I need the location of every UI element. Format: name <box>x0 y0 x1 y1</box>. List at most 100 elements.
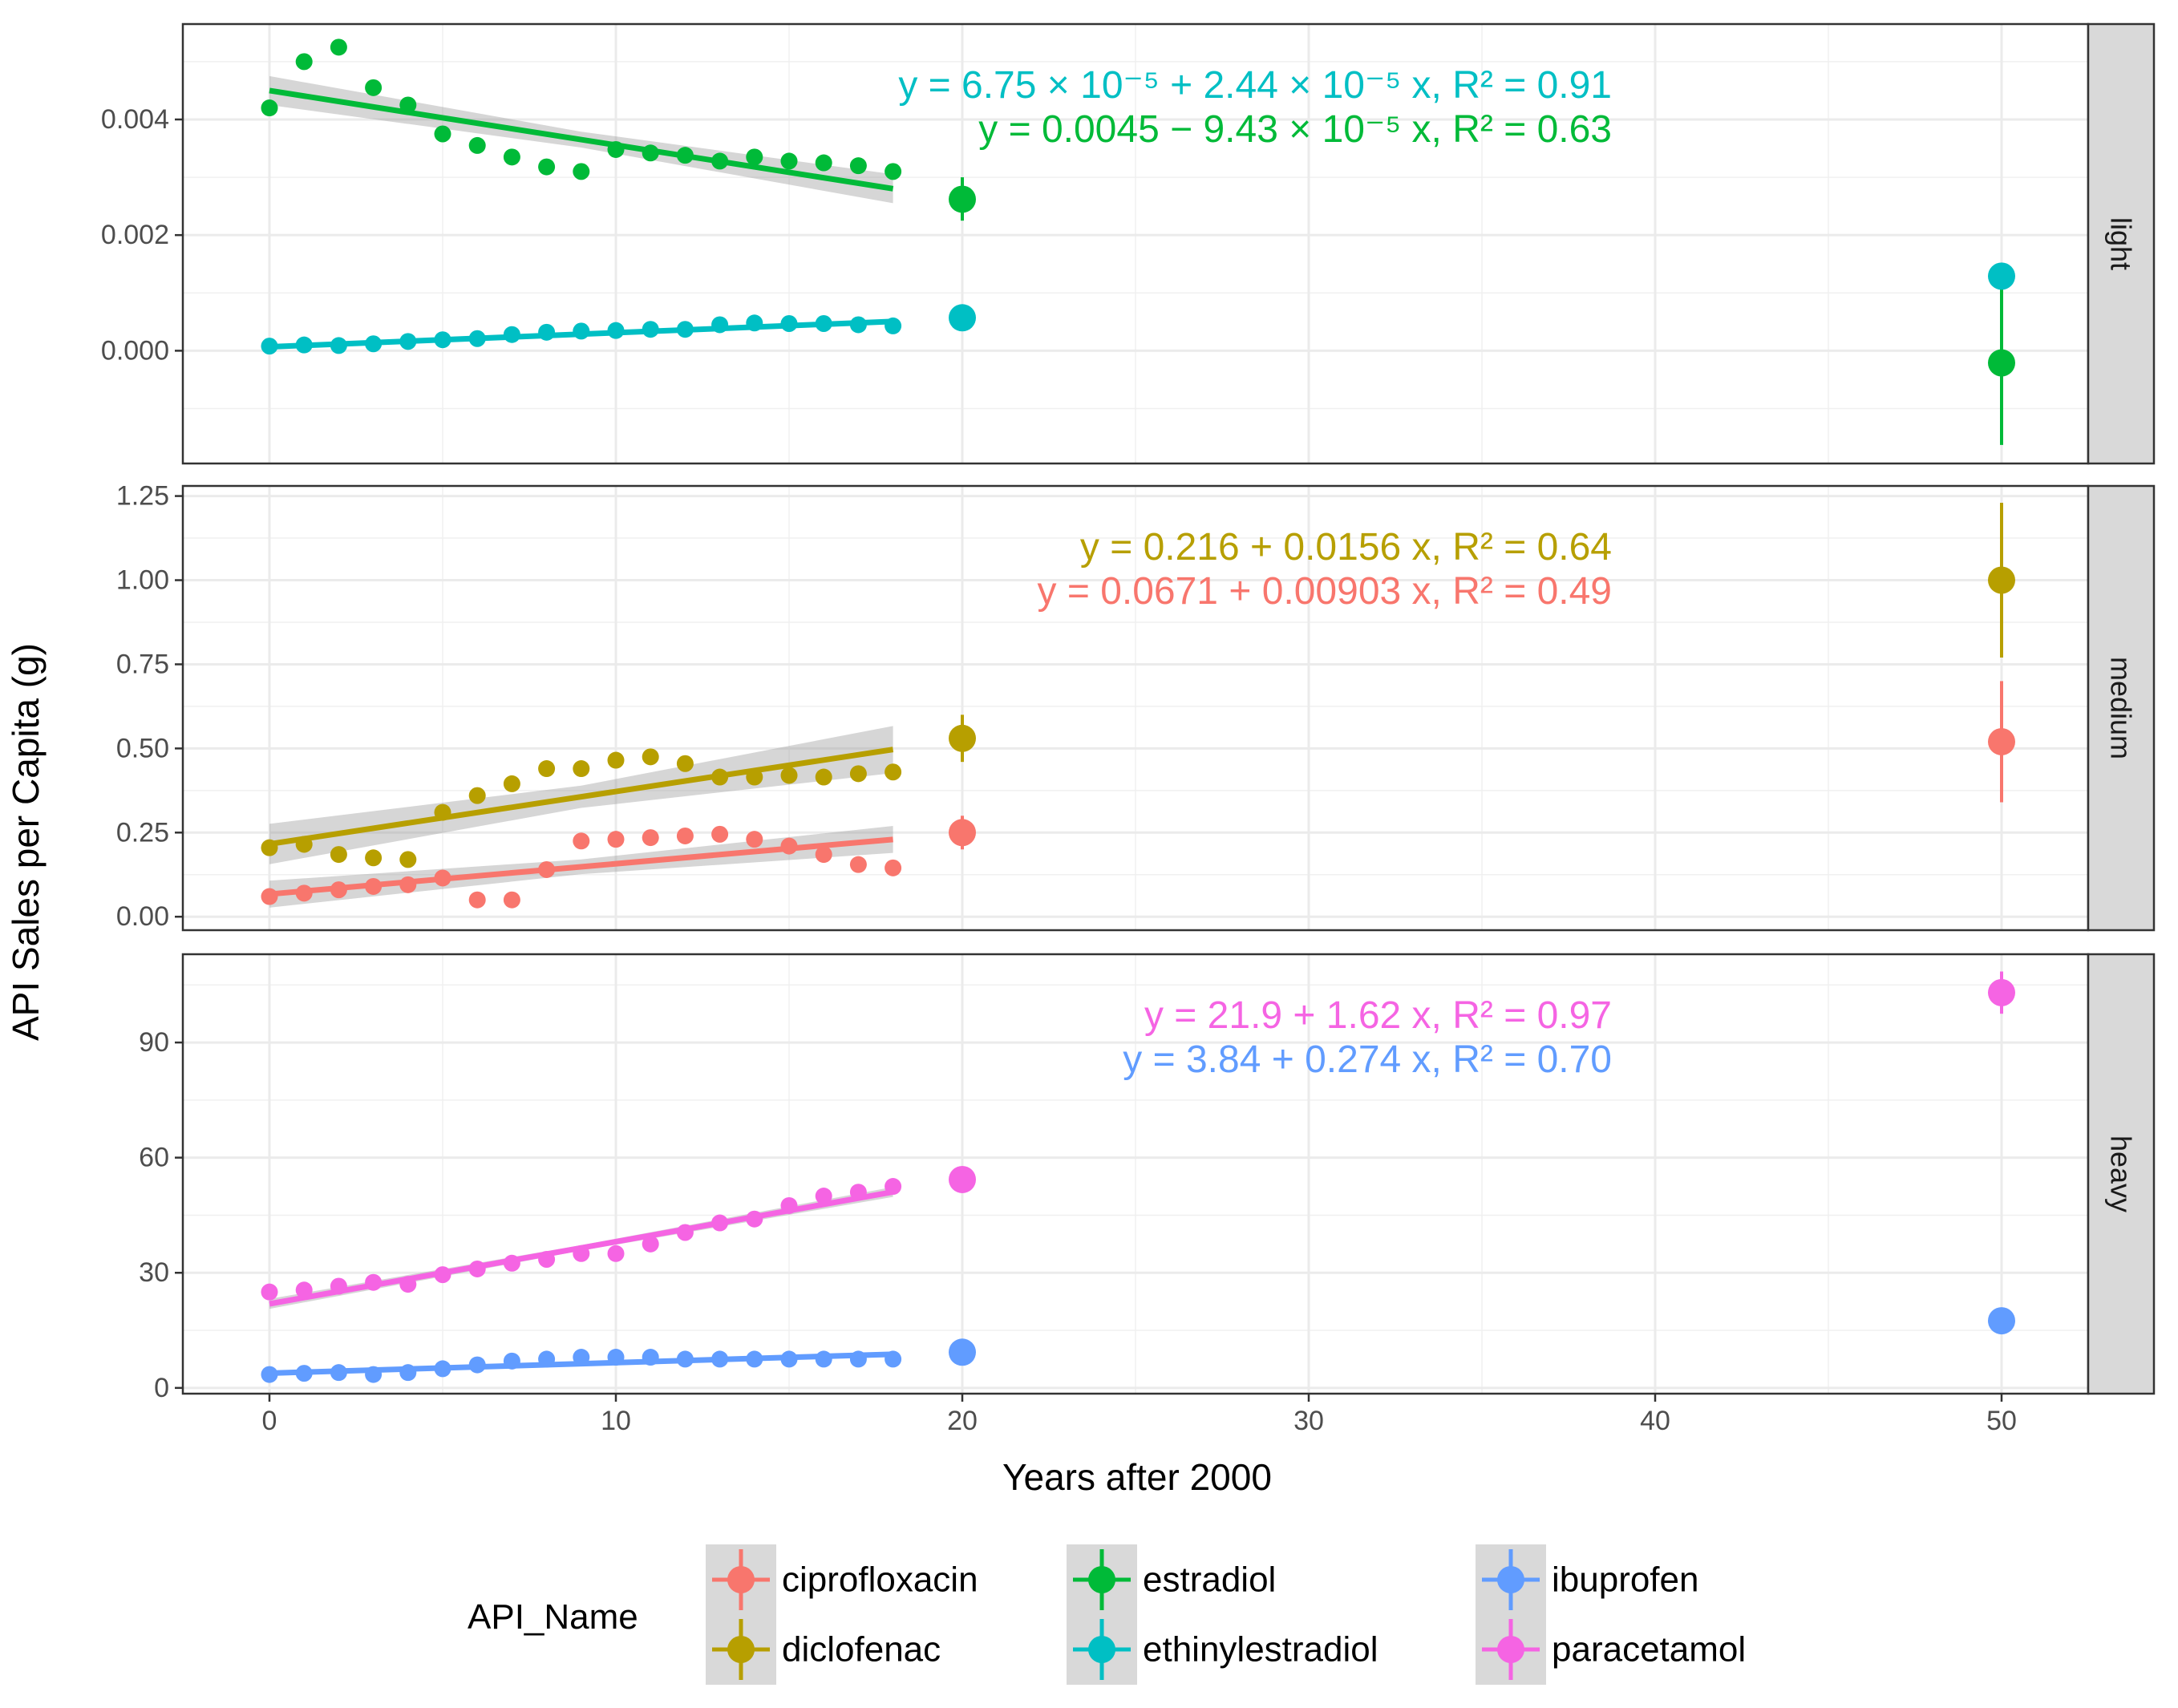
data-point-estradiol <box>538 158 556 176</box>
data-point-ethinylestradiol <box>676 321 694 338</box>
regression-equation-paracetamol: y = 21.9 + 1.62 x, R² = 0.97 <box>1144 994 1612 1037</box>
data-point-paracetamol <box>815 1188 832 1205</box>
y-tick-label: 0.25 <box>116 817 169 848</box>
data-point-paracetamol <box>849 1184 867 1201</box>
x-tick-label: 0 <box>262 1406 277 1436</box>
data-point-estradiol <box>642 144 659 162</box>
data-point-diclofenac <box>330 846 347 864</box>
data-point-estradiol <box>711 152 729 170</box>
data-point-ethinylestradiol <box>261 338 278 355</box>
facet-strip <box>2087 22 2156 465</box>
data-point-estradiol <box>676 147 694 164</box>
x-tick-label: 50 <box>1986 1406 2017 1436</box>
data-point-ethinylestradiol <box>468 330 486 347</box>
prediction-point-ibuprofen <box>949 1338 976 1366</box>
data-point-ethinylestradiol <box>746 314 763 332</box>
legend-label: estradiol <box>1143 1560 1276 1600</box>
legend-label: paracetamol <box>1552 1630 1746 1670</box>
data-point-diclofenac <box>746 768 763 786</box>
data-point-estradiol <box>468 136 486 154</box>
data-point-estradiol <box>885 163 902 180</box>
data-point-ethinylestradiol <box>849 316 867 334</box>
y-axis-title: API Sales per Capita (g) <box>5 643 47 1041</box>
x-axis-title: Years after 2000 <box>1002 1456 1272 1498</box>
data-point-ciprofloxacin <box>780 837 798 855</box>
data-point-ethinylestradiol <box>434 331 451 349</box>
data-point-ethinylestradiol <box>885 317 902 334</box>
data-point-ibuprofen <box>434 1360 451 1378</box>
fit-line-diclofenac <box>269 747 894 848</box>
legend-key-point <box>1497 1636 1524 1663</box>
data-point-ciprofloxacin <box>330 881 347 899</box>
facet-strip-label: heavy <box>2105 1135 2138 1212</box>
prediction-point-ciprofloxacin <box>1988 727 2015 755</box>
data-point-ethinylestradiol <box>365 335 383 353</box>
legend-key-point <box>1088 1566 1115 1593</box>
data-point-estradiol <box>607 140 625 158</box>
data-point-paracetamol <box>365 1273 383 1291</box>
data-point-estradiol <box>330 38 347 56</box>
data-point-paracetamol <box>607 1245 625 1262</box>
prediction-point-ethinylestradiol <box>1988 262 2015 290</box>
data-point-paracetamol <box>503 1254 520 1272</box>
data-point-diclofenac <box>503 775 520 792</box>
data-point-ibuprofen <box>295 1365 313 1382</box>
data-point-ciprofloxacin <box>849 856 867 873</box>
data-point-ibuprofen <box>746 1350 763 1368</box>
y-tick-label: 1.25 <box>116 481 169 512</box>
data-point-paracetamol <box>711 1214 729 1232</box>
data-point-paracetamol <box>468 1260 486 1277</box>
regression-equation-ethinylestradiol: y = 6.75 × 10⁻⁵ + 2.44 × 10⁻⁵ x, R² = 0.… <box>898 64 1612 107</box>
data-point-ciprofloxacin <box>642 829 659 847</box>
data-point-ibuprofen <box>573 1349 590 1366</box>
data-point-estradiol <box>573 163 590 180</box>
data-point-diclofenac <box>676 755 694 772</box>
prediction-point-estradiol <box>1988 349 2015 377</box>
prediction-point-diclofenac <box>1988 566 2015 594</box>
facet-strip <box>2087 953 2156 1395</box>
data-point-paracetamol <box>261 1283 278 1301</box>
legend: API_Name ciprofloxacin diclofenac estradio… <box>468 1544 1746 1685</box>
x-tick-label: 20 <box>947 1406 978 1436</box>
facet-panel-medium: medium 0.00 0.25 0.50 0.75 1.00 1.25 y = 0.216 … <box>116 481 2156 932</box>
data-point-estradiol <box>365 79 383 96</box>
y-tick-label: 1.00 <box>116 565 169 596</box>
data-point-paracetamol <box>676 1224 694 1241</box>
data-point-estradiol <box>780 152 798 170</box>
data-point-paracetamol <box>573 1245 590 1262</box>
data-point-ibuprofen <box>676 1350 694 1368</box>
legend-label: ethinylestradiol <box>1143 1630 1378 1670</box>
data-point-diclofenac <box>538 760 556 778</box>
data-point-ibuprofen <box>330 1364 347 1382</box>
data-point-ethinylestradiol <box>780 315 798 333</box>
data-point-paracetamol <box>642 1235 659 1253</box>
data-point-ibuprofen <box>815 1350 832 1368</box>
data-point-ethinylestradiol <box>642 321 659 338</box>
prediction-point-ibuprofen <box>1988 1307 2015 1335</box>
regression-equation-ciprofloxacin: y = 0.0671 + 0.00903 x, R² = 0.49 <box>1037 570 1612 613</box>
data-point-paracetamol <box>295 1281 313 1299</box>
x-tick-label: 10 <box>601 1406 631 1436</box>
legend-item-estradiol: estradiol <box>1067 1544 1276 1615</box>
data-point-ethinylestradiol <box>607 322 625 339</box>
legend-item-diclofenac: diclofenac <box>706 1614 941 1685</box>
data-point-ciprofloxacin <box>261 888 278 905</box>
data-point-estradiol <box>261 99 278 117</box>
legend-item-ciprofloxacin: ciprofloxacin <box>706 1544 978 1615</box>
y-tick-label: 0.002 <box>101 220 169 250</box>
data-point-ibuprofen <box>642 1349 659 1366</box>
data-point-paracetamol <box>885 1178 902 1196</box>
prediction-point-paracetamol <box>949 1165 976 1193</box>
data-point-ethinylestradiol <box>573 322 590 340</box>
data-point-ciprofloxacin <box>746 831 763 848</box>
data-point-diclofenac <box>885 763 902 781</box>
data-point-ibuprofen <box>468 1356 486 1374</box>
regression-equation-ibuprofen: y = 3.84 + 0.274 x, R² = 0.70 <box>1123 1038 1612 1081</box>
data-point-ethinylestradiol <box>815 315 832 333</box>
legend-label: ibuprofen <box>1552 1560 1698 1600</box>
data-point-ibuprofen <box>711 1350 729 1368</box>
data-point-ibuprofen <box>503 1352 520 1370</box>
regression-equation-diclofenac: y = 0.216 + 0.0156 x, R² = 0.64 <box>1080 526 1612 569</box>
